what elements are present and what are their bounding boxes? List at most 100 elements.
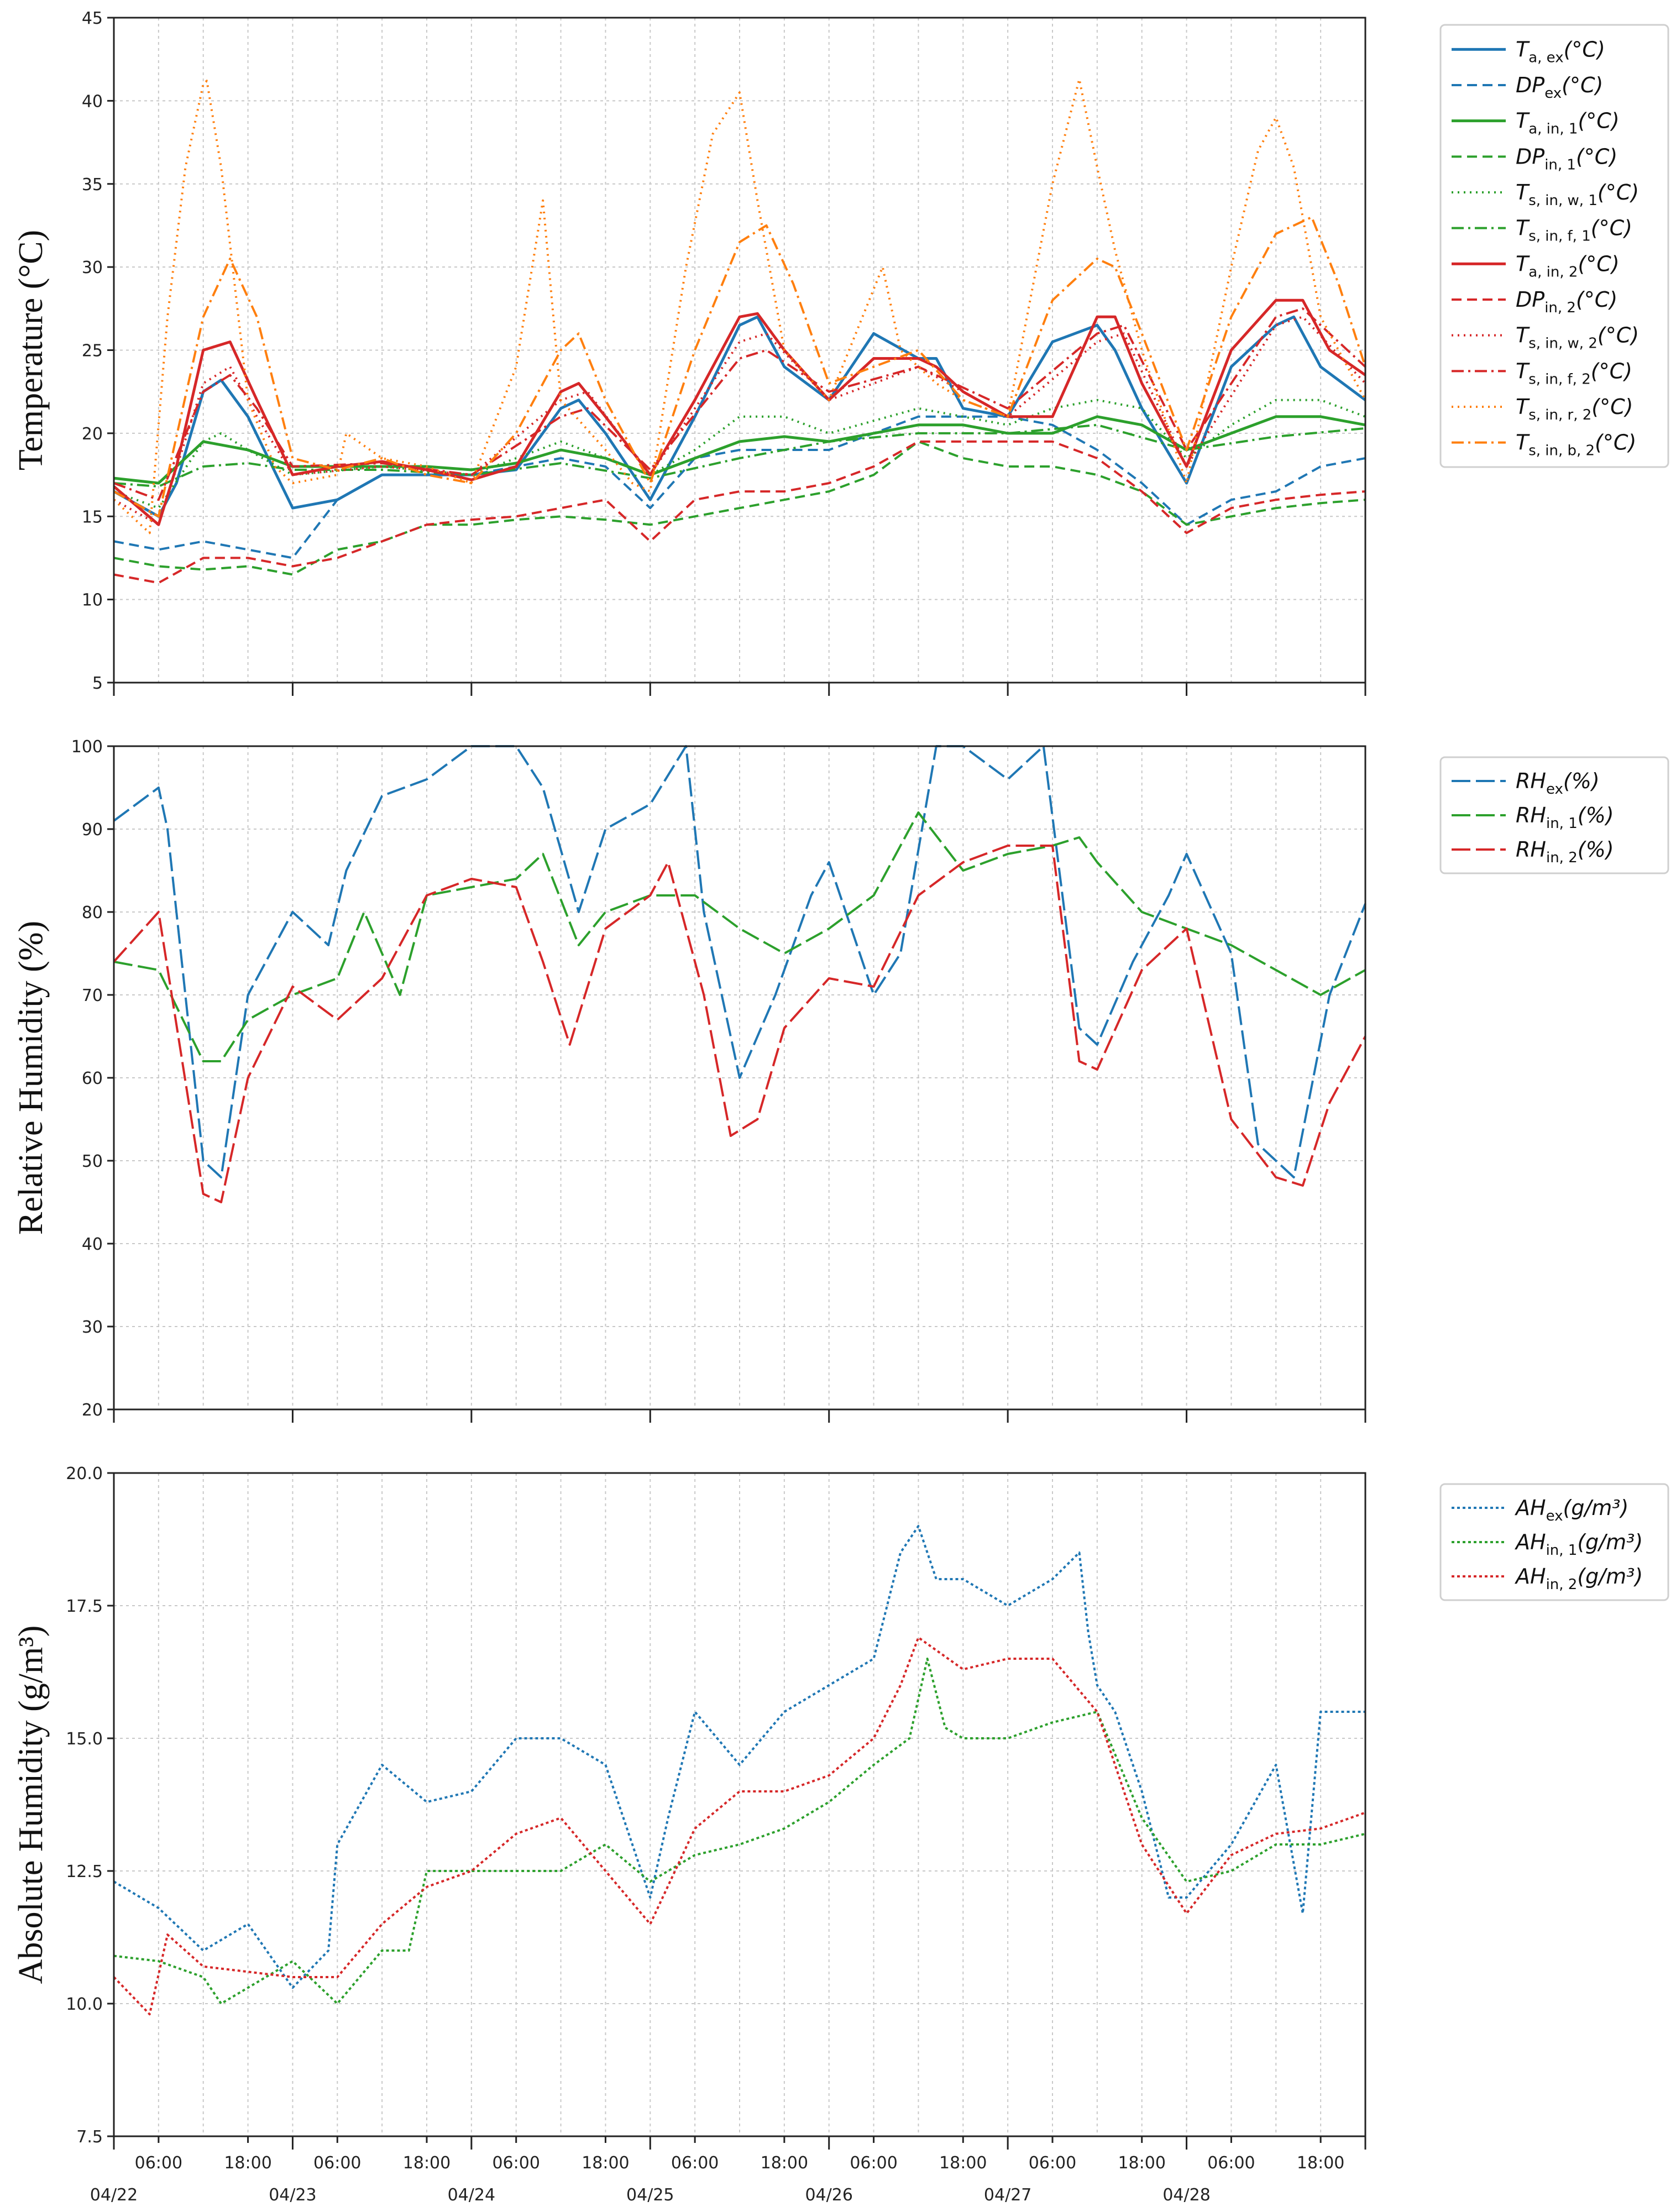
legend-label-0-10: Ts, in, r, 2(°C) [1516,395,1633,423]
legend-label-main: DP [1516,73,1544,97]
legend-label-subscript: in, 1 [1546,815,1578,832]
series-line-1-1 [113,811,1366,1062]
legend-label-1-1: RHin, 1(%) [1516,803,1614,832]
legend-label-subscript: in, 1 [1544,156,1576,173]
legend-label-2-2: AHin, 2(g/m³) [1514,1564,1643,1593]
y-tick-label: 35 [82,175,103,195]
x-tick-label-time: 06:00 [850,2153,897,2173]
y-tick-label: 15.0 [66,1729,103,1749]
y-tick-label: 30 [82,1318,103,1337]
y-tick-label: 15 [82,507,103,527]
absolute-humidity-panel: 7.5 10.0 12.5 15.0 17.5 20.0 Absolute Humidity… [12,1464,1669,2205]
legend-label-unit: (g/m³) [1577,1564,1643,1589]
legend-label-main: RH [1516,769,1546,793]
y-tick-label: 10 [82,591,103,610]
series-line-2-2 [113,1636,1366,2016]
legend-label-unit: (g/m³) [1563,1496,1629,1520]
series-line-0-9 [113,307,1366,501]
legend-box [1439,1483,1669,1601]
y-tick-label: 20.0 [66,1464,103,1484]
legend-box [1439,24,1669,468]
y-axis-title: Absolute Humidity (g/m³) [12,1626,50,1984]
y-tick-label: 5 [92,674,103,693]
legend-label-subscript: s, in, r, 2 [1528,407,1591,423]
x-tick-label-time: 18:00 [582,2153,629,2173]
legend-label-main: T [1516,431,1530,455]
legend-label-subscript: ex [1546,1508,1563,1524]
y-tick-label: 20 [82,424,103,444]
legend-label-unit: (%) [1563,769,1600,793]
legend-label-unit: (°C) [1591,216,1632,240]
legend-label-main: T [1516,323,1530,348]
x-tick-label-time: 18:00 [1118,2153,1165,2173]
legend-label-0-11: Ts, in, b, 2(°C) [1516,431,1636,459]
legend-label-main: RH [1516,803,1546,827]
series-line-1-2 [113,845,1366,1203]
y-tick-label: 12.5 [66,1862,103,1881]
x-tick-label-date: 04/25 [626,2185,674,2205]
legend-label-unit: (°C) [1578,109,1619,133]
legend-label-main: T [1516,251,1530,276]
x-tick-label-time: 18:00 [761,2153,808,2173]
legend-label-0-8: Ts, in, w, 2(°C) [1516,323,1639,352]
series-line-1-0 [113,745,1366,1178]
legend-label-unit: (°C) [1578,251,1619,276]
series-line-0-0 [113,315,1366,518]
x-tick-label-time: 06:00 [313,2153,361,2173]
y-tick-label: 7.5 [76,2127,103,2147]
legend-label-main: DP [1516,144,1544,169]
relative-humidity-panel: 20 30 40 50 60 70 80 90 100 Relative Humidity (%)… [12,737,1669,1423]
legend-label-main: AH [1514,1496,1546,1520]
legend-label-0-0: Ta, ex(°C) [1516,37,1605,66]
legend-label-unit: (%) [1578,803,1614,827]
legend-label-subscript: a, ex [1528,49,1563,66]
series-line-0-6 [113,298,1366,526]
legend-label-main: RH [1516,837,1546,862]
y-tick-label: 70 [82,986,103,1005]
y-tick-label: 80 [82,903,103,922]
x-tick-label-date: 04/24 [448,2185,495,2205]
legend-label-unit: (°C) [1598,323,1639,348]
x-tick-label-date: 04/27 [984,2185,1031,2205]
y-tick-label: 17.5 [66,1597,103,1616]
legend-label-subscript: s, in, b, 2 [1528,443,1595,459]
legend-label-2-1: AHin, 1(g/m³) [1514,1530,1643,1559]
plot-frame [113,17,1366,684]
legend-label-unit: (°C) [1595,431,1636,455]
legend-label-unit: (g/m³) [1577,1530,1643,1554]
x-tick-label-date: 04/22 [90,2185,138,2205]
legend-label-main: T [1516,395,1530,419]
legend-label-1-0: RHex(%) [1516,769,1600,798]
y-tick-label: 30 [82,258,103,277]
plot-frame [113,1472,1366,2137]
legend-label-0-3: DPin, 1(°C) [1516,144,1617,173]
y-tick-label: 50 [82,1152,103,1171]
legend-label-0-5: Ts, in, f, 1(°C) [1516,216,1632,245]
series-line-0-3 [113,440,1366,576]
legend-label-unit: (°C) [1591,359,1632,383]
legend-label-subscript: s, in, f, 1 [1528,228,1591,245]
legend-label-2-0: AHex(g/m³) [1514,1496,1628,1524]
legend-label-main: DP [1516,287,1544,312]
x-tick-label-time: 06:00 [1029,2153,1076,2173]
legend-label-main: T [1516,359,1530,383]
y-tick-label: 40 [82,92,103,111]
y-tick-label: 40 [82,1235,103,1254]
x-tick-label-time: 06:00 [671,2153,719,2173]
legend-label-subscript: in, 2 [1544,300,1576,316]
y-tick-label: 25 [82,342,103,361]
legend-label-0-7: DPin, 2(°C) [1516,287,1617,316]
legend-label-subscript: s, in, w, 2 [1528,336,1598,352]
series-line-0-7 [113,440,1366,584]
legend-label-0-4: Ts, in, w, 1(°C) [1516,180,1639,209]
series-line-0-11 [113,216,1366,518]
legend-label-0-2: Ta, in, 1(°C) [1516,109,1620,138]
x-tick-label-time: 18:00 [1297,2153,1344,2173]
legend-label-main: T [1516,216,1530,240]
legend-label-main: T [1516,37,1530,61]
legend-label-subscript: a, in, 2 [1528,264,1578,280]
legend-label-subscript: in, 1 [1546,1542,1578,1559]
legend-label-unit: (°C) [1591,395,1633,419]
